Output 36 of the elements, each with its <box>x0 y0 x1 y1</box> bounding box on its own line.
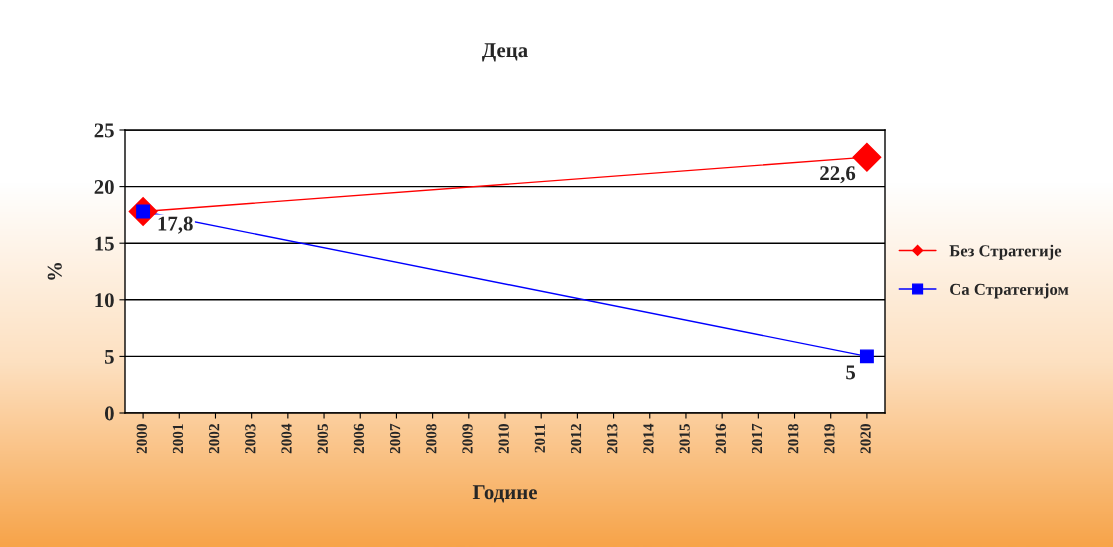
y-tick-label: 25 <box>94 123 114 138</box>
x-tick-label: 2010 <box>498 424 509 454</box>
x-tick-label: 2005 <box>317 423 328 454</box>
x-tick-label: 2008 <box>426 423 437 454</box>
x-tick-label: 2015 <box>679 423 690 454</box>
y-tick-label: 5 <box>105 349 114 364</box>
y-tick-label: 15 <box>95 236 114 251</box>
x-tick-label: 2012 <box>570 424 582 454</box>
x-tick-label: 2003 <box>245 423 256 454</box>
y-axis-title: % <box>47 263 62 280</box>
legend-label: Са Стратегијом <box>950 283 1069 299</box>
x-tick-label: 2020 <box>860 424 871 454</box>
x-tick-label: 2009 <box>462 423 473 454</box>
x-tick-label: 2002 <box>208 424 220 454</box>
y-tick-label: 10 <box>95 293 114 308</box>
x-tick-label: 2013 <box>607 423 618 454</box>
x-tick-label: 2019 <box>824 423 835 454</box>
chart-title: Деца <box>481 43 528 62</box>
x-tick-label: 2018 <box>788 423 799 454</box>
data-label: 17,8 <box>158 216 193 234</box>
legend-label: Без Стратегије <box>949 244 1062 260</box>
x-tick-label: 2000 <box>136 424 147 454</box>
y-tick-label: 0 <box>104 406 114 421</box>
x-tick-label: 2004 <box>281 423 292 454</box>
data-label: 22,6 <box>820 166 856 184</box>
x-tick-label: 2007 <box>389 423 401 454</box>
x-axis-title: Године <box>472 485 537 503</box>
data-label: 5 <box>846 365 856 380</box>
x-tick-label: 2016 <box>715 423 726 454</box>
x-tick-label: 2001 <box>172 424 184 454</box>
x-tick-label: 2014 <box>643 423 654 454</box>
point <box>859 349 874 364</box>
y-tick-label: 20 <box>94 179 114 195</box>
x-tick-label: 2017 <box>751 423 763 454</box>
x-tick-label: 2006 <box>353 423 365 454</box>
x-tick-label: 2011 <box>534 424 546 453</box>
